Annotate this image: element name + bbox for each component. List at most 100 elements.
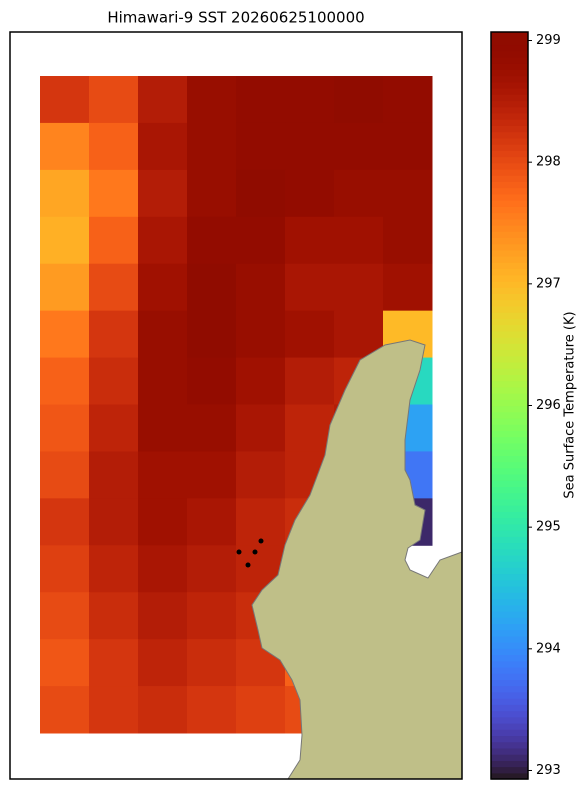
cell [89,76,139,124]
colorbar-tick-label: 297 [536,276,561,291]
colorbar-swatch [491,424,528,431]
cell [236,451,286,499]
colorbar-swatch [491,175,528,182]
colorbar-swatch [491,561,528,568]
colorbar-swatch [491,461,528,469]
cell [383,216,433,265]
cell [334,216,384,265]
colorbar-swatch [491,168,528,176]
colorbar-swatch [491,268,528,276]
cell [285,404,335,452]
cell [187,169,237,218]
colorbar-swatch [491,305,528,313]
colorbar-swatch [491,405,528,413]
cell [138,545,188,593]
cell [236,76,286,124]
colorbar-swatch [491,536,528,544]
colorbar-swatch [491,598,528,606]
colorbar-swatch [491,337,528,344]
cell [89,498,139,546]
colorbar-swatch [491,218,528,226]
colorbar-swatch [491,430,528,438]
colorbar-swatch [491,772,528,780]
cell [383,122,433,171]
cell [89,592,139,640]
colorbar-swatch [491,100,528,108]
colorbar-swatch [491,69,528,77]
colorbar-swatch [491,722,528,730]
cell [40,451,90,499]
colorbar-swatch [491,399,528,407]
colorbar-swatch [491,144,528,151]
cell [138,216,188,265]
colorbar-swatch [491,343,528,351]
colorbar-swatch [491,212,528,220]
cell [138,686,188,734]
cell [40,263,90,312]
cell [138,357,188,405]
cell [40,686,90,734]
cell [89,310,139,359]
cell [138,76,188,124]
cell [285,310,335,359]
colorbar-swatch [491,716,528,724]
cell [89,122,139,171]
cell [187,216,237,265]
cell [236,216,286,265]
colorbar-swatch [491,617,528,624]
cell [236,357,286,405]
cell [383,169,433,218]
colorbar-swatch [491,698,528,705]
cell [236,404,286,452]
cell [236,686,286,734]
cell [285,169,335,218]
colorbar-swatch [491,654,528,662]
colorbar-swatch [491,137,528,145]
colorbar-tick-label: 293 [536,763,561,778]
cell [334,169,384,218]
cell [334,76,384,124]
colorbar-swatch [491,361,528,369]
chart-title: Himawari-9 SST 20260625100000 [107,9,364,27]
colorbar-swatch [491,324,528,332]
colorbar-swatch [491,355,528,363]
colorbar-swatch [491,349,528,357]
cell [285,357,335,405]
colorbar-swatch [491,486,528,494]
colorbar-swatch [491,374,528,382]
cell [383,263,433,312]
colorbar-swatch [491,119,528,126]
colorbar-swatch [491,318,528,326]
colorbar-swatch [491,287,528,295]
colorbar-swatch [491,131,528,139]
colorbar-swatch [491,586,528,593]
colorbar-swatch [491,635,528,643]
cell [285,122,335,171]
station [258,538,264,544]
colorbar-swatch [491,380,528,388]
colorbar-swatch [491,673,528,680]
cell [187,76,237,124]
colorbar-swatch [491,393,528,400]
cell [236,169,286,218]
colorbar-swatch [491,455,528,463]
colorbar-swatch [491,231,528,239]
colorbar-swatch [491,648,528,656]
colorbar-swatch [491,193,528,201]
colorbar-swatch [491,88,528,95]
cell [89,357,139,405]
colorbar-swatch [491,523,528,531]
colorbar-swatch [491,579,528,587]
colorbar-swatch [491,642,528,649]
colorbar-swatch [491,710,528,718]
colorbar-swatch [491,206,528,214]
colorbar-frame [490,31,529,780]
cell [285,263,335,312]
colorbar-swatch [491,200,528,207]
cell [40,310,90,359]
cell [40,545,90,593]
colorbar-swatch [491,685,528,693]
cell [334,263,384,312]
colorbar-label: Sea Surface Temperature (K) [563,311,578,498]
colorbar-swatch [491,156,528,164]
